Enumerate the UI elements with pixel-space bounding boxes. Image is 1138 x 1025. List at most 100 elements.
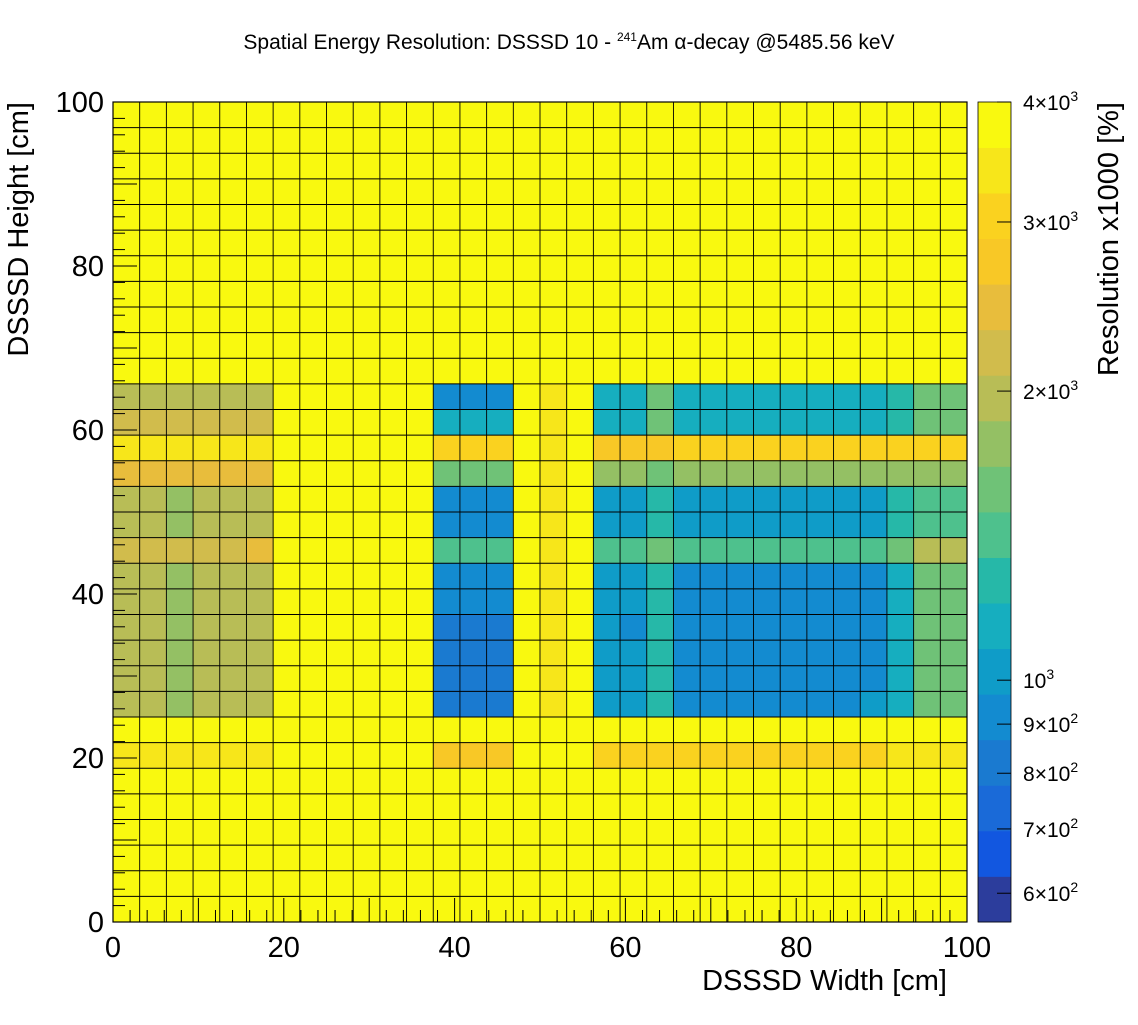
heatmap-cell: [139, 742, 167, 769]
heatmap-cell: [726, 332, 754, 359]
heatmap-cell: [166, 255, 194, 282]
heatmap-cell: [406, 204, 434, 231]
heatmap-cell: [299, 127, 327, 154]
heatmap-cell: [673, 742, 701, 769]
heatmap-cell: [806, 281, 834, 308]
heatmap-cell: [700, 819, 728, 846]
heatmap-cell: [780, 614, 808, 641]
heatmap-cell: [459, 870, 487, 897]
heatmap-cell: [379, 460, 407, 487]
heatmap-cell: [700, 409, 728, 436]
heatmap-cell: [273, 178, 301, 205]
heatmap-cell: [700, 153, 728, 180]
heatmap-cell: [566, 204, 594, 231]
heatmap-cell: [299, 563, 327, 590]
heatmap-cell: [326, 153, 354, 180]
heatmap-cell: [139, 460, 167, 487]
heatmap-cell: [886, 870, 914, 897]
heatmap-cell: [673, 153, 701, 180]
heatmap-cell: [806, 255, 834, 282]
heatmap-cell: [139, 793, 167, 820]
heatmap-cell: [700, 614, 728, 641]
heatmap-cell: [860, 486, 888, 513]
heatmap-cell: [646, 537, 674, 564]
heatmap-cell: [780, 793, 808, 820]
heatmap-cell: [273, 358, 301, 385]
heatmap-cell: [673, 563, 701, 590]
heatmap-cell: [433, 102, 461, 128]
heatmap-cell: [486, 691, 514, 718]
heatmap-cell: [139, 614, 167, 641]
heatmap-cell: [219, 409, 247, 436]
heatmap-cell: [433, 460, 461, 487]
heatmap-cell: [540, 102, 567, 128]
heatmap-cell: [513, 896, 541, 923]
heatmap-cell: [433, 691, 461, 718]
heatmap-cell: [700, 255, 728, 282]
heatmap-cell: [459, 793, 487, 820]
heatmap-cell: [566, 870, 594, 897]
heatmap-cell: [246, 204, 274, 231]
heatmap-cell: [459, 665, 487, 692]
heatmap-cell: [566, 512, 594, 538]
heatmap-cell: [299, 742, 327, 769]
heatmap-cell: [860, 870, 888, 897]
heatmap-cell: [700, 383, 728, 410]
heatmap-cell: [566, 409, 594, 436]
heatmap-cell: [566, 742, 594, 769]
heatmap-cell: [459, 409, 487, 436]
colorbar-segment: [978, 739, 1011, 786]
heatmap-cell: [193, 588, 221, 615]
heatmap-cell: [486, 768, 514, 795]
heatmap-cell: [753, 230, 781, 257]
heatmap-cell: [193, 870, 221, 897]
heatmap-cell: [806, 153, 834, 180]
heatmap-cell: [486, 409, 514, 436]
heatmap-cell: [726, 486, 754, 513]
heatmap-cell: [326, 870, 354, 897]
colorbar-segment: [978, 694, 1011, 741]
heatmap-cell: [273, 563, 301, 590]
heatmap-cell: [806, 460, 834, 487]
heatmap-cell: [886, 512, 914, 538]
heatmap-cell: [940, 614, 968, 641]
heatmap-cell: [726, 178, 754, 205]
colorbar-segment: [978, 557, 1011, 604]
heatmap-cell: [806, 742, 834, 769]
heatmap-cell: [326, 614, 354, 641]
heatmap-cell: [486, 307, 514, 333]
heatmap-cell: [326, 691, 354, 718]
heatmap-cell: [273, 409, 301, 436]
heatmap-cell: [273, 204, 301, 231]
heatmap-cell: [299, 819, 327, 846]
heatmap-cell: [379, 614, 407, 641]
heatmap-cell: [246, 742, 274, 769]
heatmap-cell: [273, 742, 301, 769]
heatmap-cell: [459, 332, 487, 359]
heatmap-cell: [620, 640, 648, 667]
heatmap-cell: [700, 358, 728, 385]
heatmap-cell: [246, 793, 274, 820]
heatmap-cell: [620, 819, 648, 846]
heatmap-cell: [700, 742, 728, 769]
heatmap-cell: [940, 717, 968, 743]
heatmap-cell: [673, 332, 701, 359]
heatmap-cell: [246, 102, 274, 128]
heatmap-cell: [620, 588, 648, 615]
heatmap-cell: [219, 486, 247, 513]
heatmap-cell: [353, 768, 381, 795]
heatmap-cell: [486, 230, 514, 257]
heatmap-cell: [406, 153, 434, 180]
heatmap-cell: [833, 793, 861, 820]
heatmap-cell: [139, 153, 167, 180]
heatmap-cell: [940, 102, 968, 128]
heatmap-cell: [406, 281, 434, 308]
heatmap-cell: [780, 332, 808, 359]
heatmap-cell: [780, 307, 808, 333]
colorbar-segment: [978, 466, 1011, 513]
heatmap-cell: [406, 614, 434, 641]
heatmap-cell: [486, 614, 514, 641]
heatmap-cell: [433, 383, 461, 410]
heatmap-cell: [113, 435, 140, 462]
heatmap-cell: [326, 460, 354, 487]
